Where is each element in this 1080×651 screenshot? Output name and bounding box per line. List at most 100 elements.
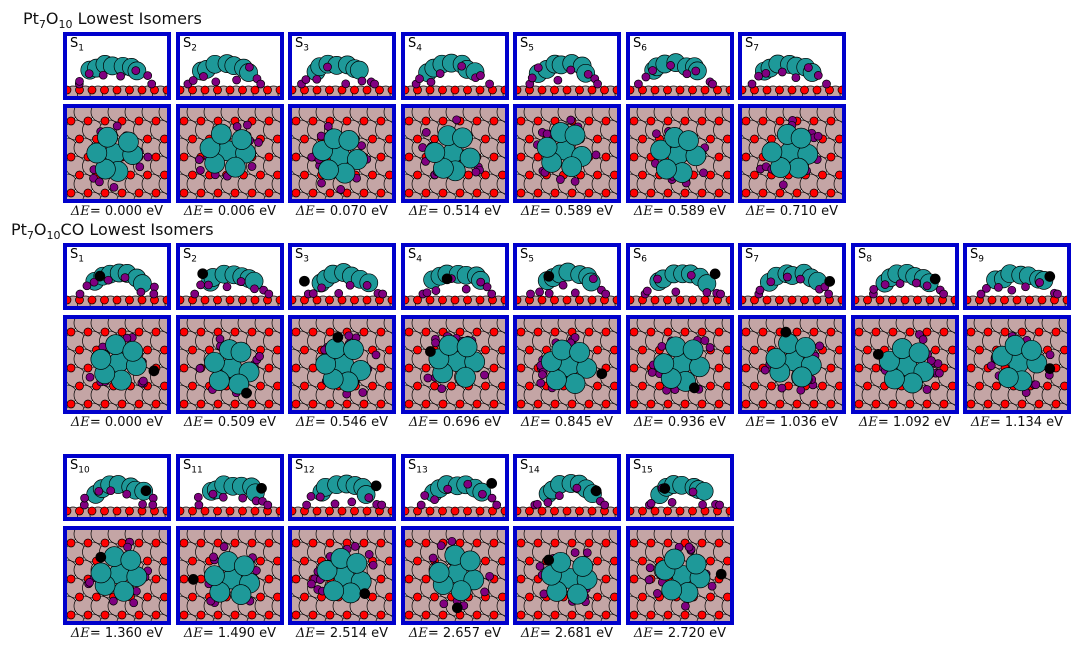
surface-oxygen-atom: [650, 506, 660, 516]
cluster-oxygen-atom: [364, 550, 374, 559]
top-view-render: [67, 530, 167, 621]
surface-oxygen-atom: [455, 399, 465, 409]
surface-oxygen-atom: [75, 381, 84, 391]
surface-oxygen-atom: [472, 116, 482, 126]
surface-oxygen-atom: [405, 506, 410, 516]
surface-oxygen-atom: [610, 381, 617, 391]
platinum-atom: [323, 580, 345, 602]
surface-oxygen-atom: [308, 610, 318, 620]
carbon-monoxide-atom: [929, 273, 941, 285]
cluster-oxygen-atom: [208, 489, 218, 499]
surface-oxygen-atom: [675, 295, 685, 305]
surface-oxygen-atom: [67, 363, 76, 373]
isomer-label-index: 9: [978, 254, 984, 265]
surface-oxygen-atom: [663, 610, 673, 620]
surface-oxygen-atom: [312, 85, 322, 95]
isomer-label: S2: [183, 37, 197, 56]
cluster-oxygen-atom: [535, 287, 544, 297]
surface-oxygen-atom: [162, 506, 167, 516]
platinum-atom: [233, 555, 255, 577]
isomer-side-view: S4: [401, 32, 509, 100]
cluster-oxygen-atom: [895, 279, 905, 288]
surface-oxygen-atom: [92, 592, 101, 602]
surface-oxygen-atom: [230, 399, 240, 409]
surface-oxygen-atom: [646, 399, 656, 409]
cluster-oxygen-atom: [211, 77, 221, 87]
support-atom: [608, 108, 617, 123]
cluster-oxygen-atom: [533, 499, 542, 509]
surface-oxygen-atom: [230, 188, 240, 198]
isomer-label-index: 1: [78, 43, 84, 54]
relative-energy-label: ΔE= 0.006 eV: [165, 204, 295, 220]
surface-oxygen-atom: [714, 152, 724, 162]
cluster-oxygen-atom: [431, 338, 440, 348]
top-view-render: [292, 530, 392, 621]
surface-oxygen-atom: [1034, 399, 1044, 409]
carbon-monoxide-atom: [543, 270, 555, 282]
cluster-oxygen-atom: [188, 76, 198, 85]
cluster-oxygen-atom: [256, 79, 266, 89]
isomer-label-letter: S: [295, 36, 304, 51]
surface-oxygen-atom: [638, 170, 647, 180]
surface-oxygen-atom: [655, 381, 664, 391]
energy-value: = 0.000 eV: [89, 415, 164, 430]
support-atom: [496, 319, 505, 334]
surface-oxygen-atom: [787, 295, 797, 305]
surface-oxygen-atom: [188, 170, 197, 180]
isomer-label-letter: S: [183, 458, 192, 473]
surface-oxygen-atom: [888, 399, 898, 409]
surface-oxygen-atom: [472, 610, 482, 620]
carbon-monoxide-atom: [332, 331, 344, 343]
cluster-oxygen-atom: [143, 71, 153, 80]
surface-oxygen-atom: [1000, 295, 1009, 305]
cluster-oxygen-atom: [341, 79, 351, 89]
surface-oxygen-atom: [533, 327, 543, 337]
platinum-atom: [682, 339, 704, 361]
surface-oxygen-atom: [630, 506, 635, 516]
surface-oxygen-atom: [359, 538, 369, 548]
energy-value: = 0.514 eV: [427, 204, 502, 219]
surface-oxygen-atom: [517, 327, 526, 337]
surface-oxygen-atom: [67, 152, 76, 162]
surface-oxygen-atom: [475, 295, 485, 305]
carbon-monoxide-atom: [659, 483, 671, 494]
surface-oxygen-atom: [610, 134, 617, 144]
surface-oxygen-atom: [421, 116, 431, 126]
cluster-oxygen-atom: [755, 285, 765, 295]
surface-oxygen-atom: [630, 85, 635, 95]
cluster-oxygen-atom: [485, 571, 494, 581]
isomer-top-view: [401, 315, 509, 414]
surface-oxygen-atom: [818, 170, 827, 180]
surface-oxygen-atom: [550, 327, 560, 337]
support-atom: [496, 530, 505, 545]
isomer-label: S6: [633, 37, 647, 56]
surface-oxygen-atom: [180, 363, 189, 373]
isomer-side-view: S14: [513, 454, 621, 521]
cluster-oxygen-atom: [681, 601, 690, 611]
isomer-label: S15: [633, 459, 653, 478]
surface-oxygen-atom: [612, 85, 617, 95]
side-view-render: [180, 264, 280, 306]
isomer-label-index: 10: [78, 465, 90, 476]
surface-oxygen-atom: [1000, 327, 1010, 337]
surface-oxygen-atom: [180, 574, 189, 584]
isomer-label-index: 5: [528, 254, 534, 265]
surface-oxygen-atom: [292, 538, 301, 548]
platinum-atom: [879, 350, 900, 372]
surface-oxygen-atom: [359, 610, 369, 620]
isomer-side-view: S6: [626, 32, 734, 100]
isomer-label-letter: S: [520, 247, 529, 262]
side-view-render: [630, 475, 730, 517]
surface-oxygen-atom: [387, 85, 392, 95]
surface-oxygen-atom: [489, 327, 499, 337]
cluster-oxygen-atom: [190, 289, 200, 299]
side-view-render: [180, 475, 280, 517]
surface-oxygen-atom: [680, 610, 690, 620]
surface-oxygen-atom: [714, 610, 724, 620]
platinum-atom: [561, 156, 583, 178]
cluster-oxygen-atom: [85, 372, 95, 382]
surface-oxygen-atom: [948, 381, 955, 391]
surface-oxygen-atom: [368, 381, 377, 391]
delta-e-symbol: ΔE: [745, 415, 765, 430]
surface-oxygen-atom: [481, 134, 490, 144]
